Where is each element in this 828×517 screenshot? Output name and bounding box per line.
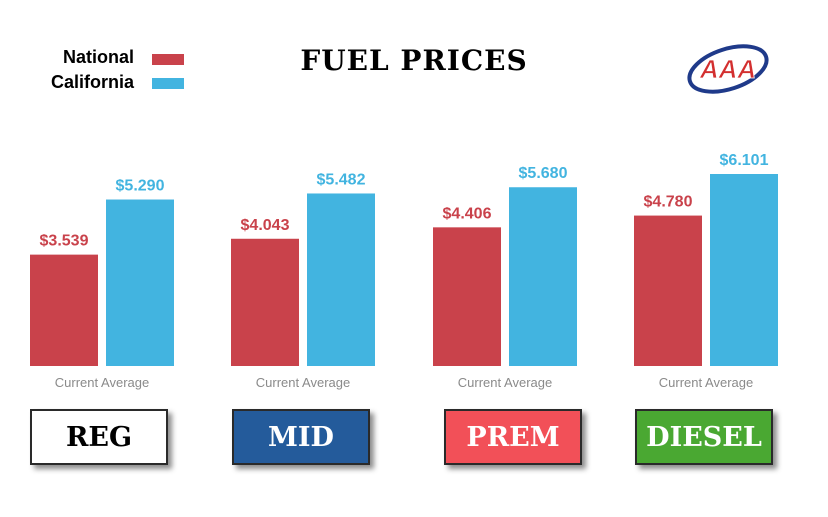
value-label-national-reg: $3.539 <box>40 233 89 250</box>
bar-national-reg <box>30 254 98 366</box>
value-label-california-reg: $5.290 <box>116 178 165 195</box>
bar-chart: $3.539 $5.290 Current Average $4.043 $5.482 C… <box>30 152 778 390</box>
legend-label-national: National <box>62 47 134 67</box>
bar-california-mid <box>307 193 375 366</box>
legend-swatch-california <box>152 78 184 89</box>
bar-national-diesel <box>634 215 702 366</box>
value-label-national-mid: $4.043 <box>241 217 290 234</box>
value-label-national-diesel: $4.780 <box>644 194 693 211</box>
bar-national-mid <box>231 238 299 366</box>
bar-california-reg <box>106 199 174 366</box>
category-box-reg: REG <box>30 409 168 465</box>
logo-ring <box>687 44 769 94</box>
x-label-diesel: Current Average <box>659 375 753 390</box>
bar-california-diesel <box>710 174 778 366</box>
value-label-california-prem: $5.680 <box>519 165 568 182</box>
bar-california-prem <box>509 187 577 366</box>
x-label-mid: Current Average <box>256 375 350 390</box>
aaa-logo: AAA <box>687 44 769 94</box>
chart-title: FUEL PRICES <box>300 44 528 77</box>
value-label-california-mid: $5.482 <box>317 171 366 188</box>
logo-text: AAA <box>699 54 756 84</box>
category-box-prem: PREM <box>444 409 582 465</box>
x-label-reg: Current Average <box>55 375 149 390</box>
legend-swatch-national <box>152 54 184 65</box>
legend-label-california: California <box>50 72 134 92</box>
value-label-national-prem: $4.406 <box>443 205 492 222</box>
category-box-mid: MID <box>232 409 370 465</box>
x-label-prem: Current Average <box>458 375 552 390</box>
value-label-california-diesel: $6.101 <box>720 152 769 169</box>
category-box-diesel: DIESEL <box>635 409 773 465</box>
bar-national-prem <box>433 227 501 366</box>
